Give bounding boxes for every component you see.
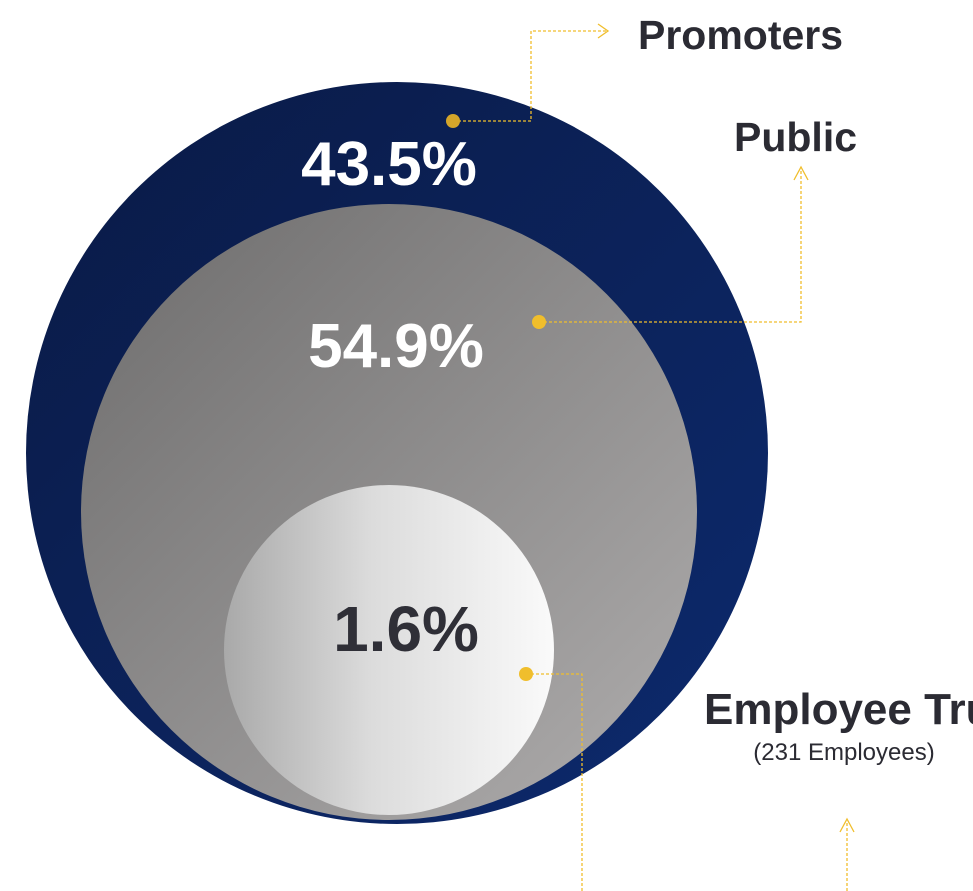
public-connector-dot [532, 315, 546, 329]
employee-trusts-series-label: Employee Trusts [704, 685, 973, 734]
promoters-connector-dot [446, 114, 460, 128]
employee-trusts-value-label: 1.6% [333, 593, 479, 665]
employee-trusts-circle [224, 485, 554, 815]
promoters-connector-arrowhead [597, 23, 610, 39]
public-connector [539, 170, 802, 323]
employee-trusts-sub-label: (231 Employees) [753, 739, 935, 766]
promoters-series-label: Promoters [638, 12, 844, 58]
promoters-value-label: 43.5% [301, 130, 477, 199]
promoters-connector [453, 30, 606, 122]
employee-trusts-connector-dot [519, 667, 533, 681]
public-series-label: Public [734, 114, 858, 160]
employee-trusts-label-block: Employee Trusts (231 Employees) [704, 684, 973, 768]
public-connector-arrowhead [793, 165, 809, 181]
employee-trusts-connector-arrowhead [839, 817, 855, 833]
employee-trusts-connector [526, 673, 848, 891]
public-value-label: 54.9% [308, 312, 484, 381]
